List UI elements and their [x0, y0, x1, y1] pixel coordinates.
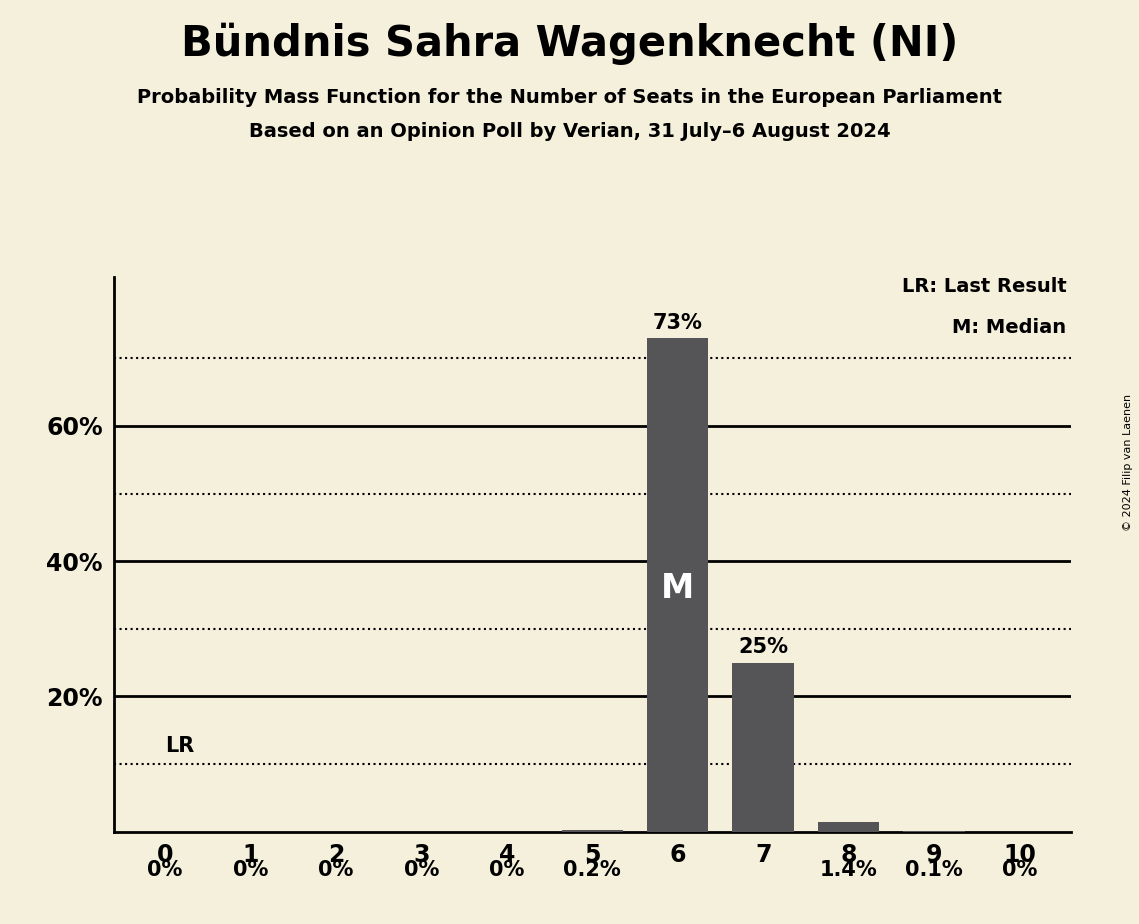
Text: 0%: 0%: [318, 860, 354, 880]
Text: M: Median: M: Median: [952, 318, 1066, 336]
Text: 1.4%: 1.4%: [820, 860, 877, 880]
Text: 0.2%: 0.2%: [564, 860, 621, 880]
Text: 25%: 25%: [738, 638, 788, 657]
Text: M: M: [661, 572, 695, 604]
Text: 73%: 73%: [653, 312, 703, 333]
Bar: [647, 338, 708, 832]
Text: Based on an Opinion Poll by Verian, 31 July–6 August 2024: Based on an Opinion Poll by Verian, 31 J…: [248, 122, 891, 141]
Bar: [818, 822, 879, 832]
Text: 0.1%: 0.1%: [906, 860, 962, 880]
Text: © 2024 Filip van Laenen: © 2024 Filip van Laenen: [1123, 394, 1133, 530]
Bar: [562, 831, 623, 832]
Text: Probability Mass Function for the Number of Seats in the European Parliament: Probability Mass Function for the Number…: [137, 88, 1002, 107]
Text: 0%: 0%: [147, 860, 183, 880]
Text: LR: LR: [165, 736, 195, 756]
Text: LR: Last Result: LR: Last Result: [902, 277, 1066, 297]
Text: 0%: 0%: [1001, 860, 1038, 880]
Text: 0%: 0%: [403, 860, 440, 880]
Text: 0%: 0%: [489, 860, 525, 880]
Bar: [732, 663, 794, 832]
Text: Bündnis Sahra Wagenknecht (NI): Bündnis Sahra Wagenknecht (NI): [181, 23, 958, 66]
Text: 0%: 0%: [232, 860, 269, 880]
